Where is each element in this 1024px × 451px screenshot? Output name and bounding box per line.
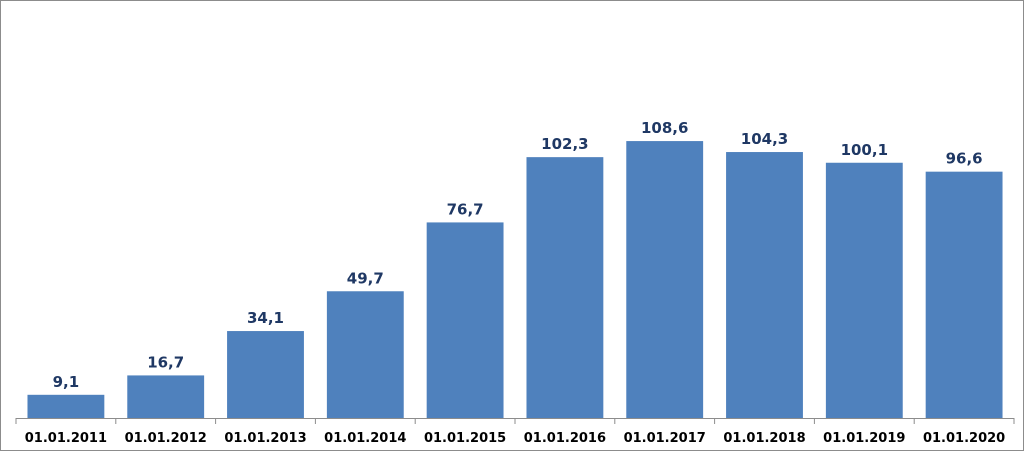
data-label: 49,7 — [347, 269, 384, 287]
bar-01.01.2012 — [127, 375, 205, 418]
x-tick-label: 01.01.2012 — [125, 431, 207, 446]
data-label: 16,7 — [147, 353, 184, 371]
x-tick-label: 01.01.2015 — [424, 431, 506, 446]
x-tick-label: 01.01.2011 — [25, 431, 107, 446]
data-label: 96,6 — [946, 150, 983, 168]
x-tick-labels-group: 01.01.2011 01.01.2012 01.01.2013 01.01.2014… — [25, 431, 1005, 446]
data-label: 108,6 — [641, 119, 688, 137]
bars-group — [27, 141, 1003, 419]
x-tick-label: 01.01.2019 — [823, 431, 905, 446]
data-label: 100,1 — [841, 141, 888, 159]
bar-01.01.2013 — [227, 331, 304, 418]
bar-01.01.2011 — [27, 394, 105, 418]
data-label: 9,1 — [53, 373, 80, 391]
bar-01.01.2019 — [825, 162, 903, 418]
bar-01.01.2016 — [526, 157, 604, 418]
bar-01.01.2018 — [726, 152, 803, 419]
x-axis — [15, 418, 1015, 424]
data-label: 102,3 — [541, 135, 588, 153]
x-tick-label: 01.01.2020 — [923, 431, 1005, 446]
bar-01.01.2014 — [326, 291, 404, 418]
data-label: 76,7 — [447, 200, 484, 218]
x-tick-label: 01.01.2014 — [324, 431, 406, 446]
bar-01.01.2020 — [925, 171, 1003, 418]
x-tick-label: 01.01.2017 — [624, 431, 706, 446]
x-tick-label: 01.01.2018 — [723, 431, 805, 446]
x-tick-label: 01.01.2016 — [524, 431, 606, 446]
data-label: 104,3 — [741, 130, 788, 148]
bar-01.01.2017 — [626, 141, 704, 418]
x-tick-label: 01.01.2013 — [224, 431, 306, 446]
data-label: 34,1 — [247, 309, 284, 327]
bar-01.01.2015 — [426, 222, 504, 418]
data-labels-group: 9,1 16,7 34,1 49,7 76,7 102,3 108,6 104,3 100,1 9… — [53, 119, 983, 391]
